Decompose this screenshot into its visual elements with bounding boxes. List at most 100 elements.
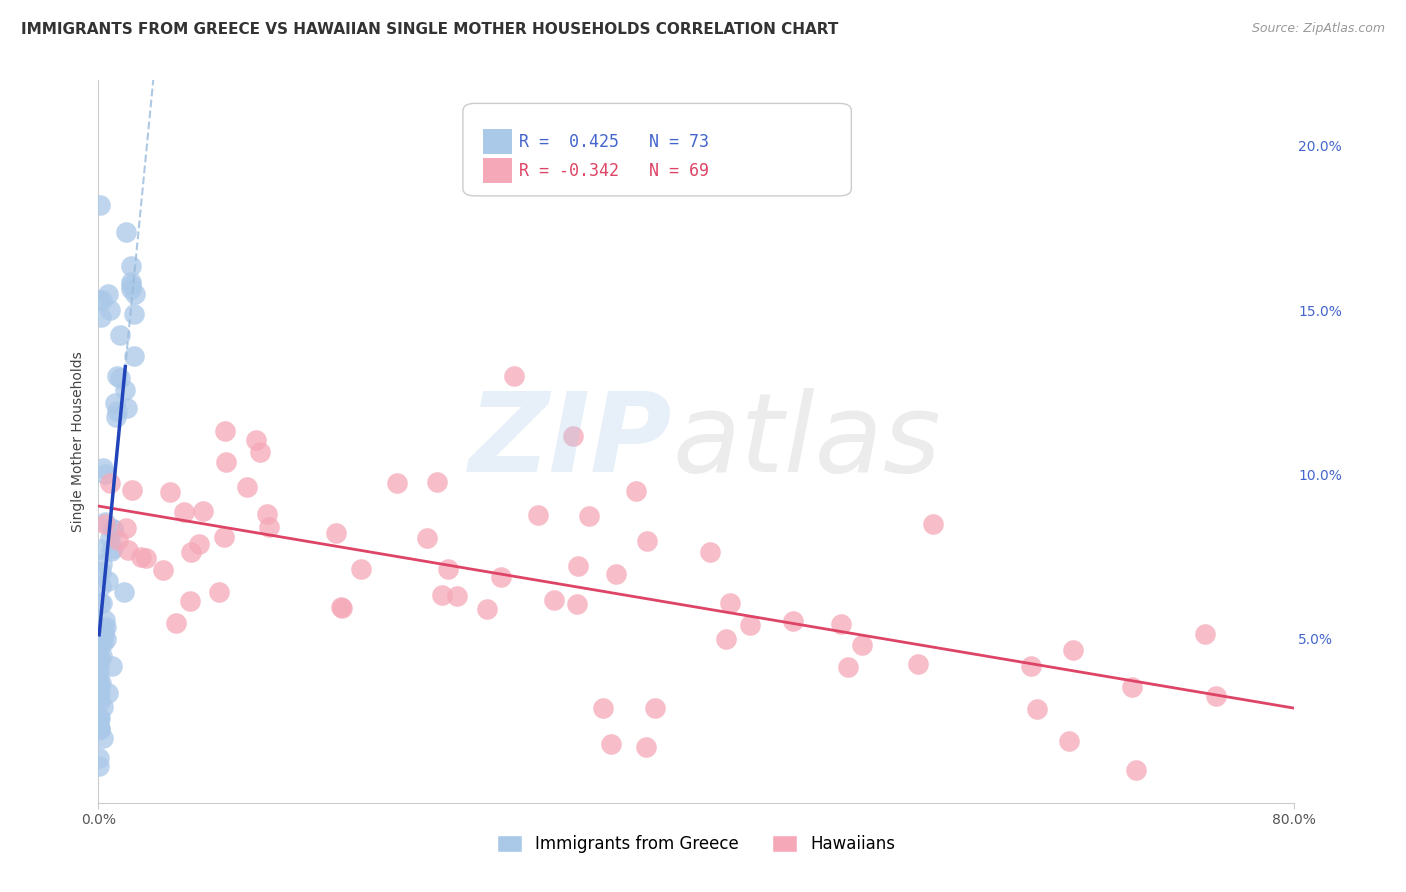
Point [159, 485, 181, 500]
Point [565, 597, 588, 611]
Point [1125, 763, 1147, 777]
Point [107, 369, 129, 384]
Point [107, 533, 129, 548]
Point [94, 467, 117, 482]
Point [605, 566, 627, 581]
Point [208, 584, 231, 599]
Point [93, 517, 115, 532]
Point [236, 480, 259, 494]
Point [117, 542, 139, 557]
Point [644, 700, 666, 714]
Point [567, 558, 589, 573]
Point [325, 525, 347, 540]
FancyBboxPatch shape [463, 103, 852, 196]
Point [94, 613, 117, 627]
Point [215, 455, 238, 469]
Point [90, 579, 112, 593]
Point [89, 198, 111, 212]
Point [173, 504, 195, 518]
Point [416, 531, 439, 545]
Point [90, 558, 112, 572]
Point [89, 632, 111, 647]
Point [98, 532, 121, 546]
Point [90, 633, 112, 648]
Point [187, 537, 209, 551]
Point [718, 597, 741, 611]
Point [430, 588, 453, 602]
Point [782, 614, 804, 628]
Point [330, 600, 353, 615]
Point [257, 520, 280, 534]
Point [907, 657, 929, 672]
Point [1205, 690, 1227, 704]
Point [120, 259, 142, 273]
Point [527, 508, 550, 523]
Point [89, 686, 111, 700]
Point [624, 483, 647, 498]
Point [1026, 702, 1049, 716]
Point [562, 429, 585, 443]
Point [124, 287, 146, 301]
Point [214, 424, 236, 438]
Point [112, 584, 135, 599]
Point [97, 574, 120, 588]
Point [89, 596, 111, 610]
Point [90, 565, 112, 579]
Point [89, 541, 111, 556]
Point [600, 737, 623, 751]
Point [115, 401, 138, 415]
Point [543, 592, 565, 607]
Point [350, 562, 373, 576]
Point [100, 544, 122, 558]
Point [249, 445, 271, 459]
Point [114, 384, 136, 398]
Point [245, 433, 267, 447]
Point [503, 368, 526, 383]
Point [101, 522, 124, 536]
Point [89, 659, 111, 673]
Point [330, 600, 353, 615]
Point [120, 282, 142, 296]
Point [97, 686, 120, 700]
Point [1194, 627, 1216, 641]
Point [634, 739, 657, 754]
Point [122, 349, 145, 363]
Point [94, 516, 117, 530]
Point [578, 509, 600, 524]
Point [89, 718, 111, 732]
Point [93, 628, 115, 642]
Point [89, 625, 111, 640]
Point [89, 758, 111, 772]
Text: R = -0.342   N = 69: R = -0.342 N = 69 [519, 161, 709, 179]
Point [100, 658, 122, 673]
Point [89, 655, 111, 669]
Point [94, 632, 117, 647]
Point [89, 668, 111, 682]
Bar [484, 158, 512, 183]
Point [699, 545, 721, 559]
Point [256, 507, 278, 521]
Point [738, 617, 761, 632]
Point [89, 293, 111, 308]
Point [90, 293, 112, 308]
Point [191, 504, 214, 518]
Point [89, 694, 111, 708]
Y-axis label: Single Mother Households: Single Mother Households [70, 351, 84, 532]
Point [91, 636, 114, 650]
Point [180, 545, 202, 559]
Point [89, 711, 111, 725]
Point [437, 562, 460, 576]
Point [98, 476, 121, 491]
Point [91, 460, 114, 475]
Point [129, 550, 152, 565]
Point [89, 722, 111, 736]
Point [426, 475, 449, 490]
Point [135, 551, 157, 566]
Point [830, 616, 852, 631]
Point [89, 722, 111, 736]
Point [121, 483, 143, 497]
Text: atlas: atlas [672, 388, 941, 495]
Point [1019, 659, 1042, 673]
Point [477, 602, 499, 616]
Point [91, 648, 114, 663]
